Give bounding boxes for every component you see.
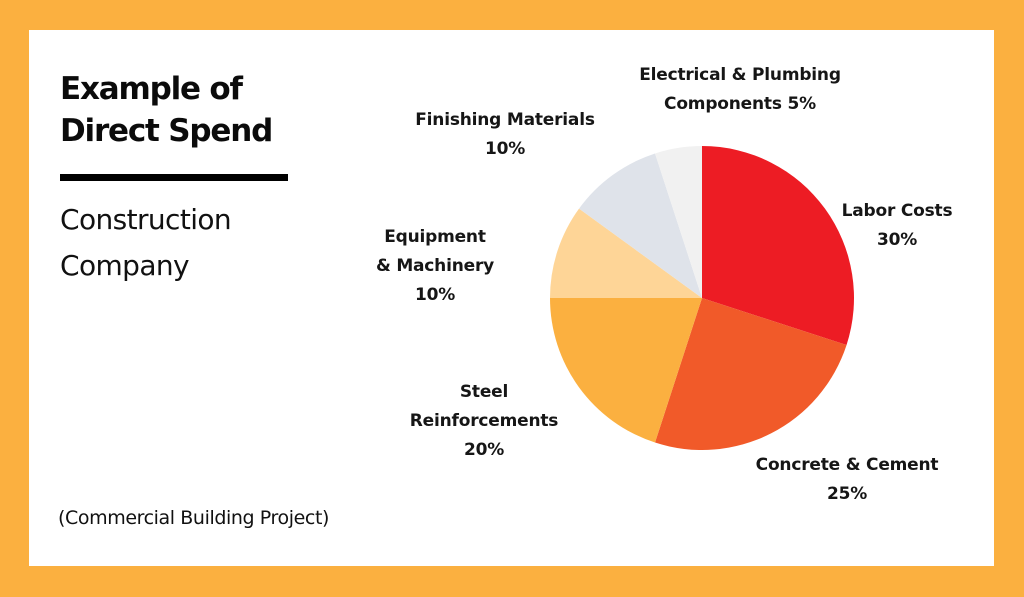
pie-slice-finishing-materials: [579, 153, 702, 298]
label-text: Finishing Materials: [415, 110, 595, 130]
label-finishing-materials: Finishing Materials 10%: [415, 106, 595, 164]
title-divider: [60, 174, 288, 181]
label-labor-costs: Labor Costs 30%: [842, 197, 953, 255]
label-value: 10%: [484, 139, 526, 159]
label-text: Electrical & Plumbing: [639, 65, 841, 85]
label-value: Components 5%: [664, 94, 816, 114]
label-text: Steel: [459, 382, 509, 402]
pie-slice-labor-costs: [702, 146, 854, 345]
pie-slice-equipment-machinery: [550, 208, 702, 298]
label-text: Labor Costs: [841, 201, 953, 221]
pie-slice-concrete-cement: [655, 298, 847, 450]
label-text: Concrete & Cement: [755, 455, 939, 475]
pie-slice-steel-reinforcements: [550, 298, 702, 443]
label-concrete-cement: Concrete & Cement 25%: [756, 451, 939, 509]
label-text: & Machinery: [375, 256, 495, 276]
pie-slice-electrical-plumbing-components: [655, 146, 702, 298]
label-text: Reinforcements: [409, 411, 559, 431]
label-value: 20%: [463, 440, 505, 460]
label-steel-reinforcements: Steel Reinforcements 20%: [409, 378, 559, 465]
footnote: (Commercial Building Project): [58, 507, 330, 529]
label-value: 25%: [826, 484, 868, 504]
label-value: 30%: [876, 230, 918, 250]
label-electrical-plumbing: Electrical & Plumbing Components 5%: [639, 61, 841, 119]
title-line-2: Direct Spend: [60, 113, 273, 149]
subtitle-line-2: Company: [60, 249, 190, 282]
label-value: 10%: [414, 285, 456, 305]
label-equipment-machinery: Equipment & Machinery 10%: [376, 223, 494, 310]
subtitle: Construction Company: [60, 197, 232, 289]
subtitle-line-1: Construction: [60, 203, 232, 236]
page-title: Example of Direct Spend: [60, 68, 273, 152]
title-line-1: Example of: [60, 71, 243, 107]
label-text: Equipment: [384, 227, 486, 247]
